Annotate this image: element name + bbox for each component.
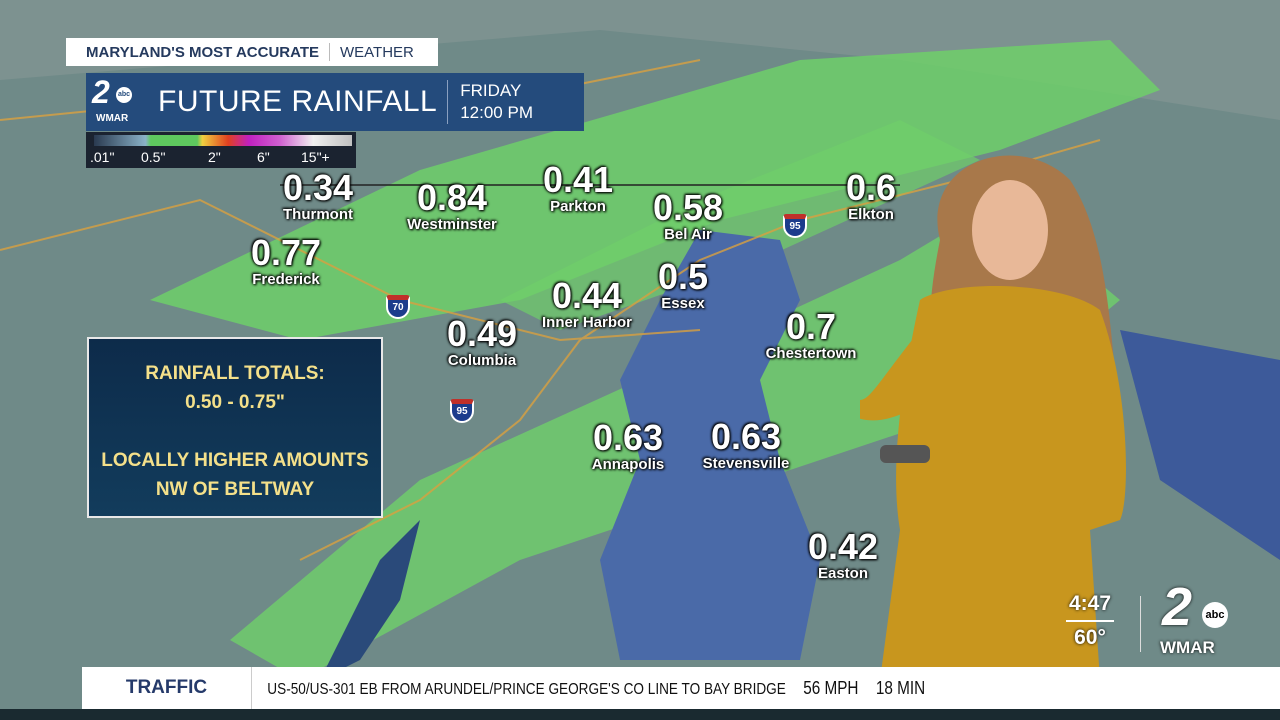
legend-label: 0.5" — [141, 149, 166, 165]
rain-value: 0.58 — [652, 187, 724, 228]
title-divider — [447, 80, 449, 124]
map-label-chestertown: 0.7 Chestertown — [765, 306, 857, 363]
info-line: NW OF BELTWAY — [155, 479, 315, 500]
rain-value: 0.84 — [416, 177, 488, 218]
rain-band — [150, 40, 1160, 340]
city-name: Westminster — [407, 216, 497, 233]
city-name: Stevensville — [702, 455, 790, 472]
chesapeake-bay — [600, 230, 820, 660]
city-name: Frederick — [252, 271, 320, 288]
rain-value: 0.34 — [282, 167, 354, 208]
forecast-day: FRIDAY — [460, 81, 522, 100]
legend-color-bar — [94, 135, 352, 146]
logo-station: WMAR — [96, 113, 129, 124]
map-label-essex: 0.5 Essex — [657, 256, 709, 313]
city-name: Annapolis — [591, 456, 665, 473]
forecast-hour: 12:00 PM — [460, 103, 533, 122]
map-label-easton: 0.42 Easton — [807, 526, 879, 583]
map-label-westminster: 0.84 Westminster — [407, 177, 497, 234]
legend-label: 2" — [208, 149, 221, 165]
logo-number: 2 — [92, 74, 110, 110]
tagline-main: MARYLAND'S MOST ACCURATE — [86, 43, 319, 61]
info-line: 0.50 - 0.75" — [185, 392, 285, 413]
wmar-logo: 2 abc WMAR — [86, 73, 142, 131]
info-line: RAINFALL TOTALS: — [145, 363, 325, 384]
rain-value: 0.77 — [250, 232, 322, 273]
bottom-strip — [0, 709, 1280, 720]
traffic-route: US-50/US-301 EB FROM ARUNDEL/PRINCE GEOR… — [267, 680, 786, 698]
city-name: Bel Air — [664, 226, 712, 243]
traffic-speed: 56 MPH — [803, 677, 859, 698]
map-label-inner-harbor: 0.44 Inner Harbor — [541, 275, 633, 332]
map-label-parkton: 0.41 Parkton — [542, 159, 614, 216]
map-label-bel-air: 0.58 Bel Air — [652, 187, 724, 244]
city-name: Parkton — [550, 198, 606, 215]
rain-value: 0.44 — [551, 275, 623, 316]
city-name: Elkton — [848, 206, 894, 223]
legend-label: .01" — [90, 149, 115, 165]
city-name: Essex — [661, 295, 705, 312]
logo-divider — [1140, 596, 1141, 652]
logo-station: WMAR — [1160, 638, 1215, 657]
station-tagline: MARYLAND'S MOST ACCURATE WEATHER — [66, 38, 438, 66]
meteorologist-presenter — [860, 155, 1126, 680]
map-label-frederick: 0.77 Frederick — [250, 232, 322, 289]
city-name: Chestertown — [765, 345, 857, 362]
rain-value: 0.7 — [785, 306, 837, 347]
map-label-annapolis: 0.63 Annapolis — [591, 417, 665, 474]
tagline-sub: WEATHER — [340, 43, 414, 61]
interstate-shield-icon: 95 — [783, 214, 807, 238]
logo-number: 2 — [1162, 577, 1193, 637]
ticker-message: US-50/US-301 EB FROM ARUNDEL/PRINCE GEOR… — [252, 678, 925, 699]
rain-value: 0.5 — [657, 256, 709, 297]
traffic-ticker: TRAFFIC US-50/US-301 EB FROM ARUNDEL/PRI… — [82, 667, 1280, 709]
page-title: FUTURE RAINFALL — [158, 85, 438, 118]
title-bar: 2 abc WMAR FUTURE RAINFALL FRIDAY 12:00 … — [86, 73, 584, 131]
rainfall-legend: .01" 0.5" 2" 6" 15"+ — [86, 132, 356, 168]
rainfall-totals-box: RAINFALL TOTALS: 0.50 - 0.75" LOCALLY HI… — [87, 337, 383, 518]
rain-band — [500, 120, 980, 330]
map-label-thurmont: 0.34 Thurmont — [282, 167, 354, 224]
city-name: Inner Harbor — [541, 314, 633, 331]
rain-value: 0.63 — [592, 417, 664, 458]
forecast-time: FRIDAY 12:00 PM — [460, 80, 533, 124]
map-label-columbia: 0.49 Columbia — [446, 313, 518, 370]
current-temperature: 60° — [1074, 626, 1106, 649]
city-name: Thurmont — [283, 206, 353, 223]
rain-value: 0.49 — [446, 313, 518, 354]
legend-label: 15"+ — [301, 149, 330, 165]
interstate-shield-icon: 95 — [450, 399, 474, 423]
city-name: Columbia — [447, 352, 517, 369]
time-temp-display: 4:47 60° — [1062, 592, 1118, 650]
rain-value: 0.63 — [710, 416, 782, 457]
current-time: 4:47 — [1068, 592, 1112, 615]
abc-logo-icon: abc — [116, 87, 132, 103]
wmar-station-logo: 2 abc WMAR — [1160, 580, 1236, 660]
tagline-divider — [329, 43, 330, 61]
city-name: Easton — [817, 565, 869, 582]
traffic-duration: 18 MIN — [875, 677, 926, 698]
rain-value: 0.41 — [542, 159, 614, 200]
map-label-stevensville: 0.63 Stevensville — [702, 416, 790, 473]
rain-value: 0.6 — [845, 167, 897, 208]
legend-label: 6" — [257, 149, 270, 165]
abc-logo-icon: abc — [1202, 602, 1228, 628]
map-label-elkton: 0.6 Elkton — [845, 167, 897, 224]
ticker-label: TRAFFIC — [82, 667, 252, 709]
clock-divider — [1066, 620, 1114, 622]
rain-value: 0.42 — [807, 526, 879, 567]
interstate-shield-icon: 70 — [386, 295, 410, 319]
info-line: LOCALLY HIGHER AMOUNTS — [101, 450, 369, 471]
